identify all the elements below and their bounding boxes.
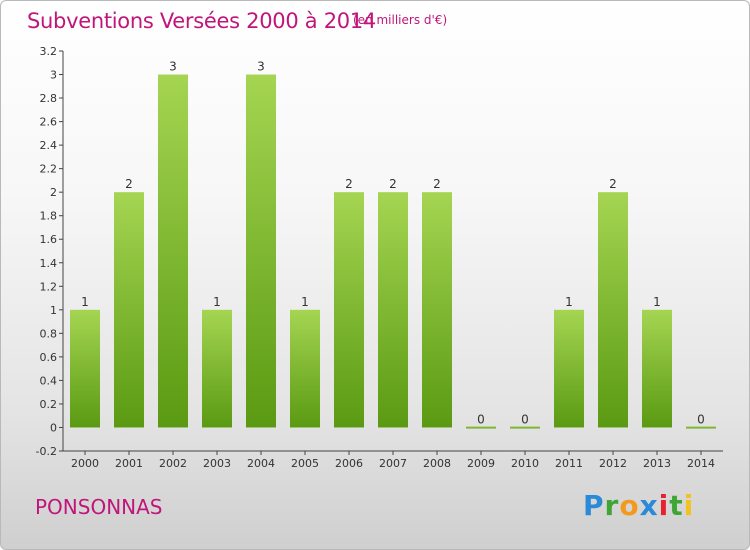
x-tick-label: 2010 xyxy=(511,457,539,470)
data-label: 0 xyxy=(477,412,485,426)
x-tick-label: 2013 xyxy=(643,457,671,470)
y-tick-label: 2.8 xyxy=(40,92,58,105)
x-tick-label: 2006 xyxy=(335,457,363,470)
bar xyxy=(70,309,100,428)
y-tick-label: 1.8 xyxy=(40,210,58,223)
y-tick-label: 3.2 xyxy=(40,45,58,58)
x-tick-label: 2004 xyxy=(247,457,275,470)
bar xyxy=(466,426,496,429)
bar xyxy=(598,192,628,428)
value-labels-group: 1 2 3 1 3 1 2 2 2 0 0 1 2 1 0 xyxy=(81,60,705,427)
y-tick-label: 0.2 xyxy=(40,398,58,411)
y-tick-label: 2 xyxy=(50,186,57,199)
x-tick-label: 2014 xyxy=(687,457,715,470)
y-tick-label: 1.6 xyxy=(40,233,58,246)
x-tick-label: 2001 xyxy=(115,457,143,470)
x-tick-label: 2003 xyxy=(203,457,231,470)
y-tick-label: 3 xyxy=(50,69,57,82)
bar xyxy=(114,192,144,428)
x-tick-label: 2012 xyxy=(599,457,627,470)
x-tick-label: 2009 xyxy=(467,457,495,470)
bars-group xyxy=(70,74,716,429)
x-tick-label: 2011 xyxy=(555,457,583,470)
data-label: 1 xyxy=(565,295,573,309)
data-label: 1 xyxy=(81,295,89,309)
bar xyxy=(510,426,540,429)
bar xyxy=(378,192,408,428)
y-tick-label: 2.4 xyxy=(40,139,58,152)
bar xyxy=(554,309,584,428)
y-tick-label: 0.6 xyxy=(40,351,58,364)
data-label: 2 xyxy=(345,177,353,191)
y-tick-label: 1.2 xyxy=(40,280,58,293)
chart-title: Subventions Versées 2000 à 2014 xyxy=(27,9,376,33)
data-label: 2 xyxy=(433,177,441,191)
bar xyxy=(290,309,320,428)
bar xyxy=(246,74,276,428)
x-tick-label: 2008 xyxy=(423,457,451,470)
y-tick-label: -0.2 xyxy=(36,445,57,458)
data-label: 3 xyxy=(169,60,177,74)
data-label: 2 xyxy=(609,177,617,191)
y-tick-label: 1 xyxy=(50,304,57,317)
bar xyxy=(202,309,232,428)
bar xyxy=(686,426,716,429)
x-tick-label: 2002 xyxy=(159,457,187,470)
proxiti-logo: Proxiti xyxy=(583,489,695,522)
data-label: 0 xyxy=(521,412,529,426)
commune-name: PONSONNAS xyxy=(35,495,163,519)
y-tick-label: 0.4 xyxy=(40,374,58,387)
data-label: 3 xyxy=(257,60,265,74)
y-tick-label: 1.4 xyxy=(40,257,58,270)
bar xyxy=(642,309,672,428)
y-tick-label: 2.6 xyxy=(40,116,58,129)
data-label: 1 xyxy=(213,295,221,309)
data-label: 1 xyxy=(653,295,661,309)
x-tick-label: 2000 xyxy=(71,457,99,470)
axes: -0.2 0 0.2 0.4 0.6 0.8 1 1.2 1.4 1.6 1.8 2 2.2 2.4 2.6… xyxy=(36,45,723,470)
x-tick-label: 2005 xyxy=(291,457,319,470)
data-label: 0 xyxy=(697,412,705,426)
y-tick-label: 2.2 xyxy=(40,163,58,176)
data-label: 2 xyxy=(125,177,133,191)
bar xyxy=(422,192,452,428)
bar xyxy=(334,192,364,428)
y-tick-label: 0.8 xyxy=(40,327,58,340)
data-label: 1 xyxy=(301,295,309,309)
x-tick-label: 2007 xyxy=(379,457,407,470)
bar xyxy=(158,74,188,428)
data-label: 2 xyxy=(389,177,397,191)
chart-subtitle: (en milliers d'€) xyxy=(353,13,448,27)
y-tick-label: 0 xyxy=(50,421,57,434)
